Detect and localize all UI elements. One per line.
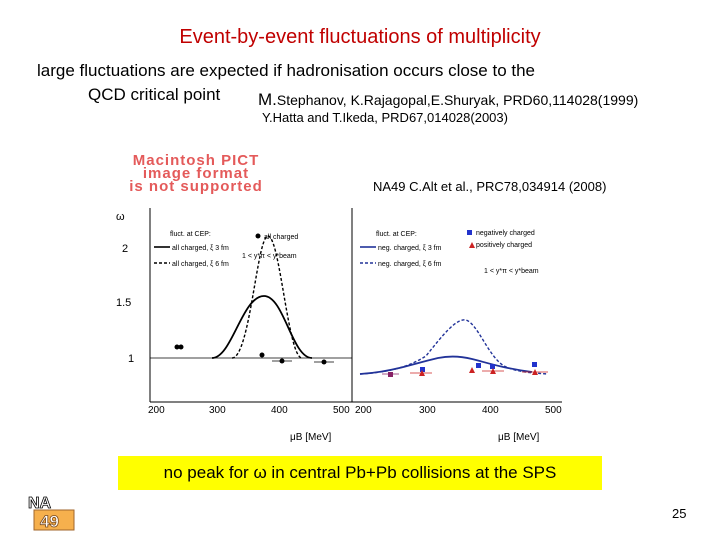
y-tick-label: 2 [122,243,128,255]
legend-marker [467,230,472,235]
legend-marker [469,242,475,248]
x-axis-label: μB [MeV] [498,432,540,443]
legend-entry: all charged [264,234,298,241]
data-point [178,344,184,350]
right-panel: 200 300 400 500 μB [MeV] fluct. at CEP: … [351,208,562,443]
curve-6fm [231,235,303,359]
intro-line-2: QCD critical point [88,85,221,104]
legend-marker [255,233,261,239]
legend-entry: all charged, ξ 6 fm [172,261,229,268]
x-tick-label: 200 [148,405,165,416]
data-point [490,364,495,369]
y-axis-label: ω [116,211,125,223]
na49-logo: NA 49 [28,495,75,531]
x-tick-label: 500 [333,405,350,416]
legend-entry: all charged, ξ 3 fm [172,245,229,252]
rapidity-annotation: 1 < y*π < y*beam [484,268,539,275]
x-tick-label: 500 [545,405,562,416]
data-point [174,344,180,350]
legend-entry: negatively charged [476,230,535,237]
data-point [532,362,537,367]
reference-na49: NA49 C.Alt et al., PRC78,034914 (2008) [373,179,607,194]
data-point [469,367,475,373]
data-point [259,352,265,358]
x-tick-label: 400 [482,405,499,416]
data-point [420,367,425,372]
x-tick-label: 400 [271,405,288,416]
legend-title: fluct. at CEP: [170,231,211,238]
legend-entry: neg. charged, ξ 3 fm [378,245,442,252]
legend-entry: neg. charged, ξ 6 fm [378,261,442,268]
x-axis-label: μB [MeV] [290,432,332,443]
logo-box [33,509,75,531]
omega-vs-muB-figure: ω 2 1.5 1 200 300 400 500 μB [MeV] fluct… [116,208,562,443]
y-tick-label: 1 [128,353,134,365]
data-point [388,372,393,377]
x-tick-label: 300 [209,405,226,416]
conclusion-banner: no peak for ω in central Pb+Pb collision… [118,456,602,490]
intro-line-1: large fluctuations are expected if hadro… [37,61,536,80]
legend-entry: positively charged [476,242,532,249]
pict-line: Macintosh PICT [132,152,260,169]
logo-text: NA [28,495,52,512]
slide-title: Event-by-event fluctuations of multiplic… [179,26,541,48]
pict-line: image format [142,165,250,182]
x-tick-label: 300 [419,405,436,416]
pict-line: is not supported [129,178,263,195]
x-tick-label: 200 [355,405,372,416]
curve-6fm [359,319,549,375]
reference-hatta: Y.Hatta and T.Ikeda, PRD67,014028(2003) [262,110,508,125]
data-point [476,363,481,368]
unsupported-image-placeholder: Macintosh PICT image format is not suppo… [88,152,304,195]
page-number: 25 [672,506,687,521]
curve-3fm [211,295,313,359]
y-tick-label: 1.5 [116,297,131,309]
reference-rest: Stephanov, K.Rajagopal,E.Shuryak, PRD60,… [276,92,639,108]
legend-title: fluct. at CEP: [376,231,417,238]
rapidity-annotation: 1 < y*π < y*beam [242,253,297,260]
reference-initial: M. [258,90,277,109]
reference-stephanov: M.Stephanov, K.Rajagopal,E.Shuryak, PRD6… [258,90,638,110]
curve-3fm [359,355,533,375]
logo-number: 49 [40,512,59,531]
left-panel: ω 2 1.5 1 200 300 400 500 μB [MeV] fluct… [116,208,352,443]
